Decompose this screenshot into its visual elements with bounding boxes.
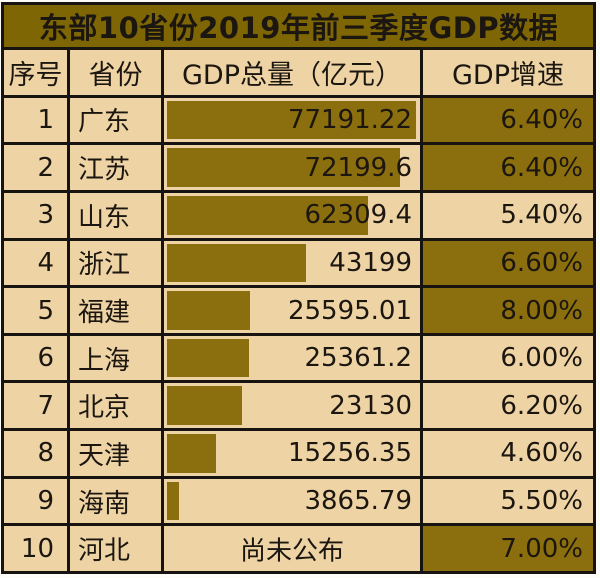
province-cell: 上海 (70, 335, 164, 381)
gdp-cell: 尚未公布 (164, 526, 423, 572)
table-row: 5 福建 25595.01 8.00% (4, 285, 593, 333)
gdp-bar-track (167, 148, 416, 187)
gdp-value: 43199 (329, 247, 412, 278)
gdp-bar-track (167, 291, 416, 330)
header-growth: GDP增速 (452, 59, 564, 91)
table-row: 9 海南 3865.79 5.50% (4, 475, 593, 524)
gdp-cell: 25595.01 (164, 288, 423, 333)
rank-cell: 3 (4, 192, 70, 238)
province-cell: 海南 (70, 478, 164, 524)
gdp-bar-track (167, 386, 416, 426)
province-cell: 河北 (70, 526, 164, 572)
growth-cell: 6.40% (423, 97, 593, 143)
gdp-bar-track (167, 338, 416, 378)
province-cell: 浙江 (70, 240, 164, 286)
table-row: 1 广东 77191.22 6.40% (4, 94, 593, 143)
gdp-cell: 23130 (164, 383, 423, 429)
gdp-cell: 15256.35 (164, 431, 423, 476)
growth-cell: 6.00% (500, 343, 583, 374)
growth-cell: 6.20% (500, 390, 583, 421)
gdp-value: 15256.35 (287, 438, 412, 469)
table-row: 3 山东 62309.4 5.40% (4, 189, 593, 238)
gdp-value: 3865.79 (304, 486, 412, 517)
growth-cell: 7.00% (423, 526, 593, 572)
table-row: 6 上海 25361.2 6.00% (4, 332, 593, 381)
table-row: 4 浙江 43199 6.60% (4, 237, 593, 286)
rank-cell: 9 (4, 478, 70, 524)
growth-cell: 8.00% (423, 288, 593, 333)
header-rank: 序号 (4, 50, 70, 95)
gdp-bar-track (167, 434, 416, 473)
header-gdp: GDP总量（亿元） (164, 50, 423, 95)
rank-cell: 10 (4, 526, 70, 572)
gdp-bar-track (167, 195, 416, 235)
growth-cell: 5.50% (500, 486, 583, 517)
gdp-value: 尚未公布 (239, 536, 344, 567)
gdp-value: 72199.6 (304, 152, 412, 183)
gdp-data-bar (167, 148, 400, 187)
table-title: 东部10省份2019年前三季度GDP数据 (4, 5, 593, 47)
gdp-cell: 77191.22 (164, 97, 423, 143)
table-row: 10 河北 尚未公布 7.00% (4, 523, 593, 572)
gdp-value: 23130 (329, 390, 412, 421)
province-cell: 北京 (70, 383, 164, 429)
gdp-data-bar (167, 481, 180, 521)
gdp-cell: 43199 (164, 240, 423, 286)
province-cell: 天津 (70, 431, 164, 476)
rank-cell: 5 (4, 288, 70, 333)
table-row: 8 天津 15256.35 4.60% (4, 428, 593, 476)
province-cell: 山东 (70, 192, 164, 238)
gdp-value: 25595.01 (287, 295, 412, 326)
gdp-cell: 62309.4 (164, 192, 423, 238)
table-row: 7 北京 23130 6.20% (4, 380, 593, 429)
province-cell: 福建 (70, 288, 164, 333)
gdp-bar-track (167, 100, 416, 140)
growth-cell: 4.60% (500, 438, 583, 469)
header-province: 省份 (70, 50, 164, 95)
rank-cell: 8 (4, 431, 70, 476)
gdp-cell: 72199.6 (164, 145, 423, 190)
rank-cell: 2 (4, 145, 70, 190)
gdp-data-bar (167, 434, 217, 473)
rank-cell: 1 (4, 97, 70, 143)
gdp-value: 77191.22 (287, 104, 412, 135)
rank-cell: 4 (4, 240, 70, 286)
growth-cell: 6.60% (423, 240, 593, 286)
table-row: 2 江苏 72199.6 6.40% (4, 142, 593, 190)
gdp-cell: 25361.2 (164, 335, 423, 381)
gdp-cell: 3865.79 (164, 478, 423, 524)
province-cell: 广东 (70, 97, 164, 143)
gdp-bar-track (167, 481, 416, 521)
gdp-data-bar (167, 100, 416, 140)
growth-cell: 5.40% (500, 200, 583, 231)
gdp-data-bar (167, 386, 242, 426)
rank-cell: 6 (4, 335, 70, 381)
gdp-value: 25361.2 (304, 343, 412, 374)
gdp-data-bar (167, 291, 250, 330)
header-row: 序号 省份 GDP总量（亿元） GDP增速 (4, 47, 593, 95)
growth-cell: 6.40% (423, 145, 593, 190)
rank-cell: 7 (4, 383, 70, 429)
gdp-value: 62309.4 (304, 200, 412, 231)
gdp-data-bar (167, 338, 249, 378)
gdp-bar-track (167, 243, 416, 283)
gdp-data-bar (167, 195, 368, 235)
gdp-data-bar (167, 243, 307, 283)
province-cell: 江苏 (70, 145, 164, 190)
